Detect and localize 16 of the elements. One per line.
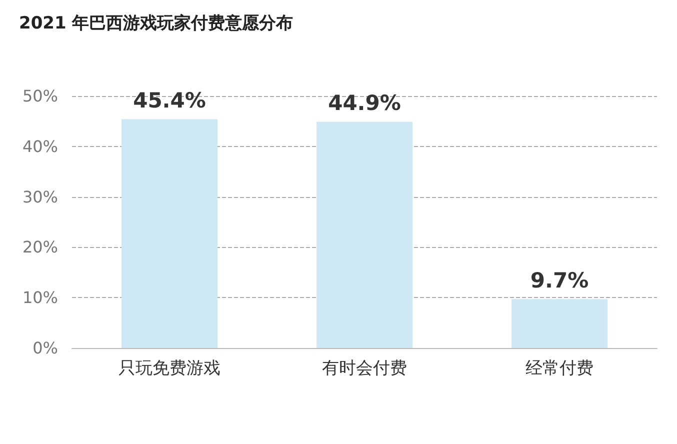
- y-tick-label: 20%: [22, 238, 58, 257]
- data-label: 9.7%: [530, 268, 589, 293]
- x-tick-label: 有时会付费: [322, 358, 407, 378]
- chart-title: 2021 年巴西游戏玩家付费意愿分布: [19, 14, 294, 34]
- data-label: 45.4%: [133, 88, 206, 113]
- bar: [122, 119, 218, 348]
- bar: [512, 299, 608, 348]
- x-tick-label: 只玩免费游戏: [118, 358, 220, 378]
- bar: [316, 122, 412, 348]
- y-tick-label: 40%: [22, 136, 58, 156]
- y-tick-label: 30%: [22, 187, 58, 206]
- data-label: 44.9%: [328, 91, 401, 116]
- y-tick-label: 0%: [32, 338, 58, 358]
- y-tick-label: 10%: [22, 288, 58, 308]
- y-tick-label: 50%: [22, 86, 58, 106]
- x-tick-label: 经常付费: [526, 358, 594, 378]
